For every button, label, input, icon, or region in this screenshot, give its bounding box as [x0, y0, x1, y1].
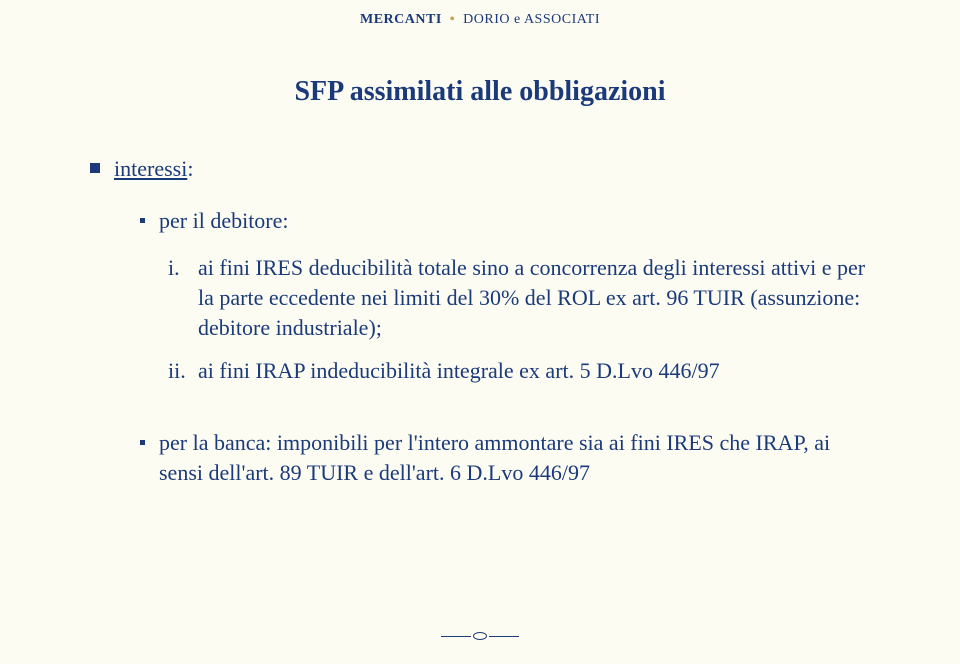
roman-item-ii: ii. ai fini IRAP indeducibilità integral…	[168, 356, 870, 386]
main-bullet-label: interessi	[114, 156, 187, 181]
header-right: DORIO e ASSOCIATI	[463, 12, 600, 27]
dot-bullet-icon	[140, 218, 145, 223]
roman-text: ai fini IRES deducibilità totale sino a …	[198, 253, 870, 342]
roman-text: ai fini IRAP indeducibilità integrale ex…	[198, 356, 720, 386]
footer-line-right	[489, 636, 519, 637]
sub-bullet-banca: per la banca: imponibili per l'intero am…	[140, 428, 870, 487]
slide-content: interessi: per il debitore: i. ai fini I…	[0, 108, 960, 488]
main-bullet-text: interessi:	[114, 154, 193, 184]
dot-bullet-icon	[140, 440, 145, 445]
sub-bullet-text: per il debitore:	[159, 206, 289, 236]
square-bullet-icon	[90, 163, 100, 173]
sub-bullet-debitore: per il debitore:	[140, 206, 870, 236]
roman-marker: ii.	[168, 356, 198, 386]
sub-bullet-text: per la banca: imponibili per l'intero am…	[159, 428, 870, 487]
footer-oval-icon	[473, 632, 487, 640]
roman-item-i: i. ai fini IRES deducibilità totale sino…	[168, 253, 870, 342]
main-bullet-interessi: interessi:	[90, 154, 870, 184]
roman-marker: i.	[168, 253, 198, 283]
document-header: MERCANTI • DORIO e ASSOCIATI	[0, 0, 960, 28]
header-left: MERCANTI	[360, 12, 442, 27]
header-separator-dot: •	[450, 12, 455, 27]
footer-ornament	[441, 632, 519, 640]
main-bullet-suffix: :	[187, 156, 193, 181]
footer-line-left	[441, 636, 471, 637]
slide-title: SFP assimilati alle obbligazioni	[0, 76, 960, 108]
spacing-block	[90, 400, 870, 428]
